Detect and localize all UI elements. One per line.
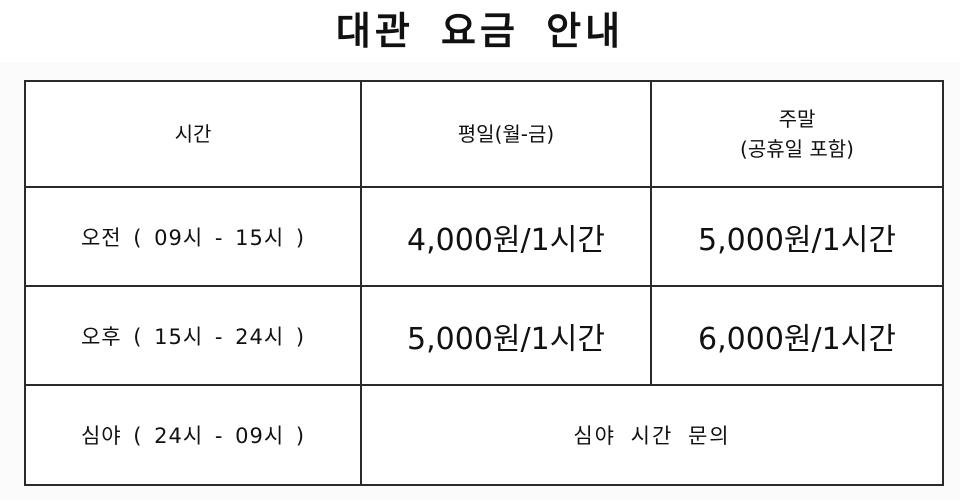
header-weekday: 평일(월-금) [360, 80, 652, 188]
row-time-morning: 오전 ( 09시 - 15시 ) [24, 186, 362, 287]
table-header-row: 시간 평일(월-금) 주말 (공휴일 포함) [24, 80, 944, 188]
table-row: 오후 ( 15시 - 24시 ) 5,000원/1시간 6,000원/1시간 [24, 285, 944, 386]
row-time-afternoon: 오후 ( 15시 - 24시 ) [24, 285, 362, 386]
header-time: 시간 [24, 80, 362, 188]
row-price-weekday-afternoon: 5,000원/1시간 [360, 285, 652, 386]
row-price-weekend-morning: 5,000원/1시간 [650, 186, 944, 287]
table-row: 오전 ( 09시 - 15시 ) 4,000원/1시간 5,000원/1시간 [24, 186, 944, 287]
row-price-weekend-afternoon: 6,000원/1시간 [650, 285, 944, 386]
header-weekend-note: (공휴일 포함) [740, 137, 854, 161]
late-night-inquiry: 심야 시간 문의 [360, 384, 944, 486]
header-weekend: 주말 (공휴일 포함) [650, 80, 944, 188]
row-time-late-night: 심야 ( 24시 - 09시 ) [24, 384, 362, 486]
header-weekend-title: 주말 [778, 107, 816, 131]
table-row: 심야 ( 24시 - 09시 ) 심야 시간 문의 [24, 384, 944, 486]
fee-table: 시간 평일(월-금) 주말 (공휴일 포함) 오전 ( 09시 - 15시 ) … [24, 80, 944, 486]
page-title: 대관 요금 안내 [0, 0, 960, 62]
row-price-weekday-morning: 4,000원/1시간 [360, 186, 652, 287]
